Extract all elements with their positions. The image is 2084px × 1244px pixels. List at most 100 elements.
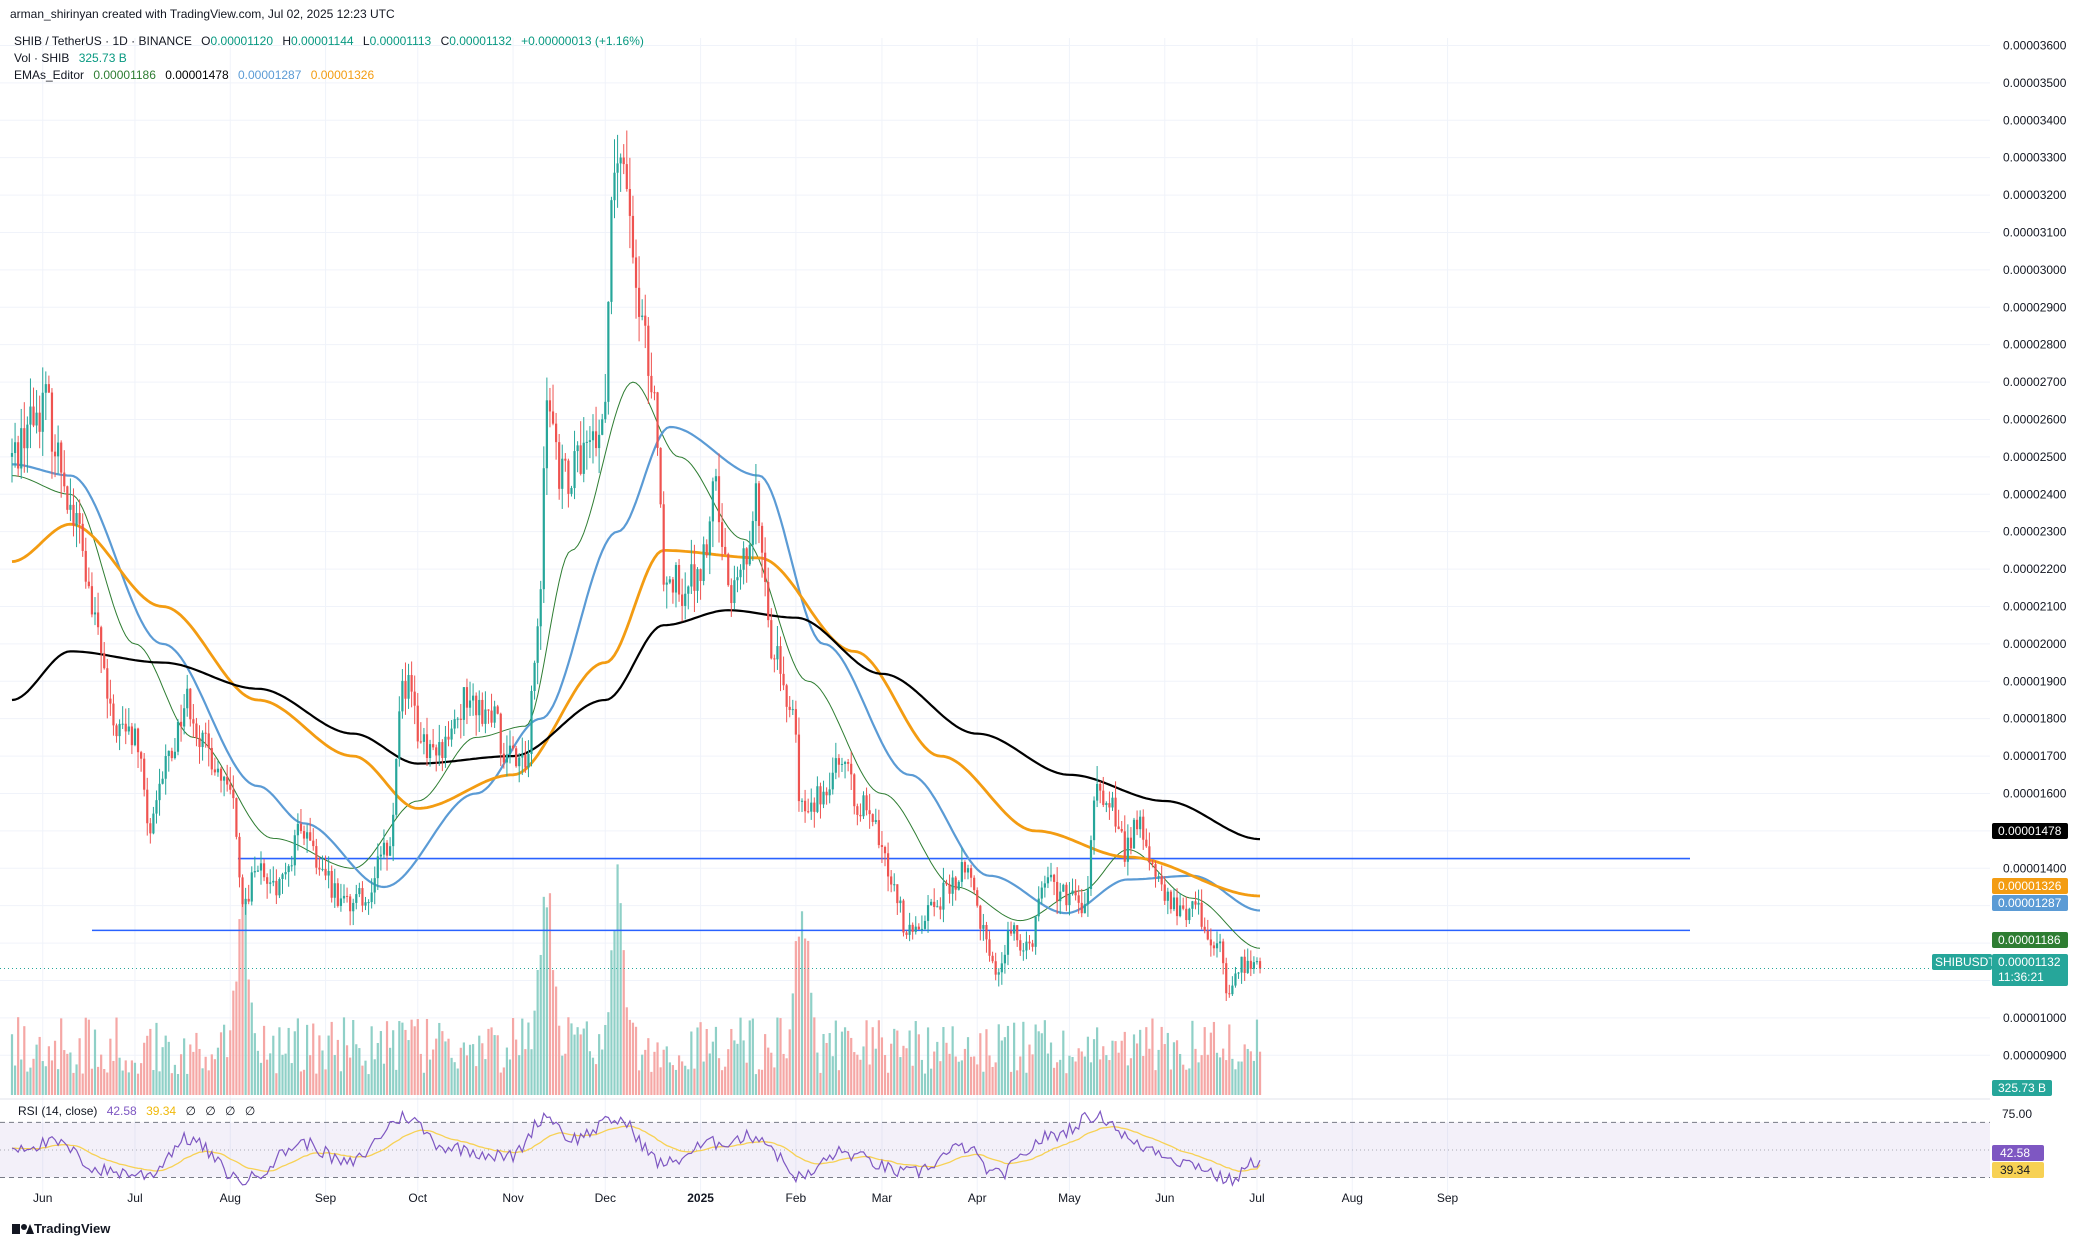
volume-bar — [681, 1061, 684, 1095]
volume-bar — [219, 1032, 223, 1095]
candle-body — [902, 900, 905, 933]
volume-bar — [533, 1010, 536, 1095]
volume-bar — [392, 1030, 395, 1095]
time-axis[interactable]: Jun Jul Aug Sep Oct Nov Dec 2025 Feb Mar Apr May Jun… — [33, 1191, 1458, 1205]
candle-body — [87, 581, 90, 587]
candle-body — [244, 898, 247, 905]
tradingview-logo[interactable]: TradingView — [12, 1221, 111, 1236]
volume-bar — [539, 954, 542, 1095]
candle-body — [859, 814, 862, 817]
candle-body — [115, 725, 118, 737]
candle-body — [1166, 891, 1169, 901]
candle-body — [515, 748, 518, 767]
candle-body — [890, 876, 893, 885]
candle-body — [78, 513, 81, 524]
candle-body — [226, 776, 229, 785]
candle-body — [982, 925, 985, 929]
candle-body — [1249, 960, 1252, 969]
volume-bar — [905, 1048, 908, 1095]
volume-bar — [1056, 1062, 1059, 1095]
candle-body — [1191, 901, 1194, 909]
candle-body — [674, 565, 678, 593]
candle-body — [760, 525, 764, 553]
candle-body — [1086, 889, 1089, 905]
volume-bar — [1049, 1042, 1053, 1095]
candle-body — [1222, 941, 1225, 964]
time-axis-label: Feb — [786, 1191, 807, 1205]
volume-bar — [1086, 1036, 1089, 1095]
volume-legend[interactable]: Vol · SHIB 325.73 B — [14, 51, 127, 65]
volume-bar — [1000, 1040, 1003, 1095]
candle-body — [109, 698, 112, 704]
volume-bar — [788, 1029, 791, 1095]
volume-bar — [81, 1073, 84, 1095]
volume-bar — [616, 864, 619, 1095]
volume-bar — [428, 1059, 432, 1095]
volume-bar — [1043, 1020, 1046, 1095]
candle-body — [327, 870, 330, 876]
volume-bar — [764, 1034, 767, 1095]
volume-bar — [244, 902, 247, 1095]
candle-body — [490, 710, 493, 723]
volume-bar — [979, 1033, 982, 1095]
volume-bar — [631, 1022, 635, 1095]
volume-bar — [505, 1047, 509, 1095]
volume-bar — [404, 1029, 407, 1095]
symbol-badge-bg — [1932, 954, 1992, 970]
symbol-line[interactable]: SHIB / TetherUS · 1D · BINANCE O0.000011… — [14, 34, 644, 48]
candle-body — [945, 882, 948, 885]
horizontal-levels[interactable] — [92, 857, 1690, 932]
volume-bar — [241, 890, 244, 1095]
candle-body — [472, 695, 475, 701]
volume-bar — [653, 1051, 656, 1095]
volume-bar — [911, 1065, 914, 1095]
volume-bar — [259, 1062, 263, 1095]
candle-body — [883, 846, 887, 854]
volume-bar — [26, 1071, 29, 1095]
candle-body — [973, 877, 976, 891]
rsi-pane[interactable]: RSI (14, close) 42.58 39.34 ∅ ∅ ∅ ∅ 75.0… — [0, 1104, 2044, 1187]
volume-bar — [521, 1018, 524, 1095]
candle-body — [1071, 890, 1074, 895]
candle-body — [1056, 881, 1059, 902]
volume-bar — [511, 1018, 515, 1095]
volume-bar — [115, 1017, 118, 1095]
volume-bar — [1160, 1026, 1163, 1095]
volume-bar — [201, 1068, 204, 1095]
volume-bar — [1185, 1069, 1188, 1095]
ema-legend[interactable]: EMAs_Editor 0.00001186 0.00001478 0.0000… — [14, 68, 374, 82]
candle-body — [432, 744, 435, 748]
symbol-name: SHIB / TetherUS · 1D · BINANCE — [14, 34, 192, 48]
volume-bar — [757, 1069, 761, 1095]
symbol-badge: SHIBUSDT — [1935, 955, 1996, 969]
candle-body — [339, 898, 343, 906]
candle-body — [539, 589, 542, 627]
volume-bar — [530, 1049, 533, 1095]
candle-body — [272, 880, 275, 883]
volume-bar — [1258, 1051, 1262, 1095]
candle-body — [1117, 826, 1120, 830]
time-axis-label: Jul — [127, 1191, 142, 1205]
rsi-value-badge: 42.58 — [2000, 1146, 2030, 1160]
candle-body — [192, 719, 195, 724]
candle-body — [822, 791, 825, 805]
volume-bar — [287, 1027, 290, 1095]
volume-bar — [444, 1041, 447, 1095]
volume-bar — [1215, 1052, 1219, 1095]
candle-body — [625, 164, 628, 190]
candle-body — [634, 257, 638, 288]
candle-body — [613, 172, 616, 201]
volume-bar — [942, 1027, 945, 1095]
rsi-legend[interactable]: RSI (14, close) 42.58 39.34 ∅ ∅ ∅ ∅ — [18, 1104, 255, 1118]
candle-body — [920, 928, 924, 930]
volume-bar — [118, 1057, 121, 1095]
candle-body — [410, 675, 413, 692]
candle-body — [862, 795, 865, 817]
volume-bar — [524, 1049, 527, 1095]
volume-bar — [573, 1034, 576, 1095]
volume-bar — [63, 1050, 66, 1095]
volume-bar — [816, 1052, 819, 1095]
candle-body — [321, 868, 324, 870]
volume-bar — [465, 1055, 469, 1095]
